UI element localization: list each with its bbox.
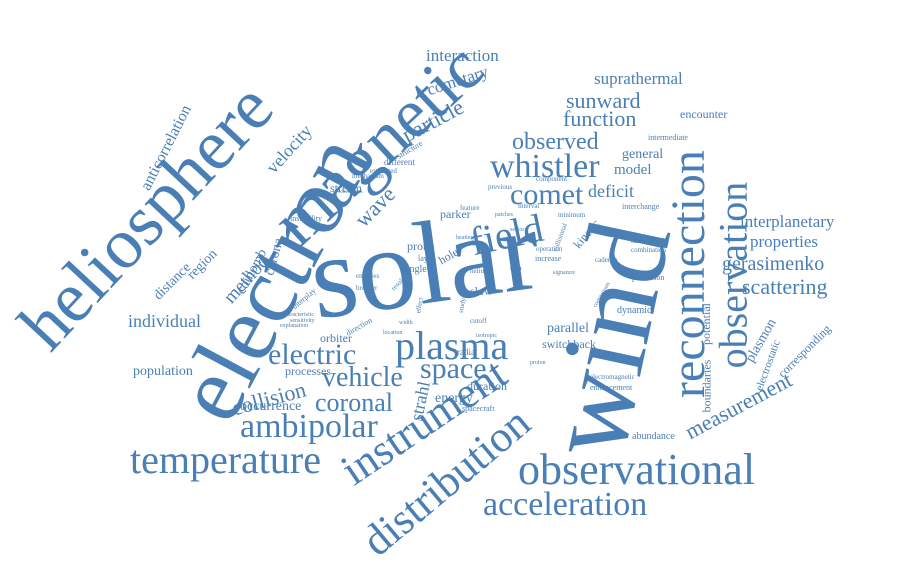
word-combination: combination: [631, 246, 666, 254]
word-comet: comet: [510, 178, 584, 211]
word-occurrence: occurrence: [240, 399, 302, 414]
word-scattering: scattering: [742, 274, 828, 299]
word-vehicle: vehicle: [322, 362, 403, 393]
word-cutoff: cutoff: [470, 317, 487, 325]
word-minimum: minimum: [558, 211, 586, 219]
word-operation: operation: [536, 245, 563, 253]
word-instability: instability: [290, 214, 322, 223]
word-interval: interval: [518, 202, 540, 210]
word-corresponding: corresponding: [775, 321, 834, 381]
word-parker: parker: [440, 207, 471, 221]
word-coronal: coronal: [315, 388, 393, 417]
word-encounter: encounter: [680, 107, 728, 121]
word-angle: angle: [405, 264, 427, 275]
word-different: different: [384, 157, 415, 167]
word-potential: potential: [699, 303, 713, 345]
word-dynamic: dynamic: [617, 305, 652, 316]
word-switchback: switchback: [542, 337, 596, 351]
word-width: width: [399, 320, 413, 326]
word-sector: sector: [510, 227, 525, 233]
word-slow: slow: [470, 284, 493, 298]
word-characteristic: characteristic: [282, 312, 314, 318]
word-estimated: estimated: [370, 167, 397, 175]
word-whistler: whistler: [490, 148, 600, 185]
word-space: space: [420, 352, 487, 385]
word-sunward: sunward: [566, 88, 641, 113]
word-narrowband: narrowband: [631, 237, 665, 245]
word-prediction: prediction: [632, 273, 665, 282]
word-boundaries: boundaries: [699, 359, 714, 413]
word-sensitivity: sensitivity: [290, 318, 315, 324]
word-observed: observed: [512, 129, 599, 155]
word-layer: layer: [418, 254, 434, 263]
word-probe: probe: [407, 239, 435, 253]
word-function: function: [563, 106, 637, 131]
word-orbiter: orbiter: [320, 331, 352, 345]
word-gerasimenko: gerasimenko: [722, 253, 825, 275]
word-processes: processes: [285, 364, 331, 378]
word-enhancement: enhancement: [590, 383, 633, 392]
word-interchange: interchange: [622, 202, 660, 211]
word-parallel: parallel: [547, 321, 589, 336]
word-feature: feature: [460, 204, 480, 212]
word-plasma: plasma: [395, 323, 509, 368]
word-individual: individual: [128, 311, 201, 331]
word-intermediate: intermediate: [648, 133, 688, 142]
word-temperature: temperature: [130, 437, 321, 482]
word-cadence: cadence: [595, 256, 618, 264]
word-suprathermal: suprathermal: [594, 69, 683, 88]
word-signature: signature: [553, 270, 575, 276]
word-acceleration: acceleration: [483, 486, 648, 523]
word-spacecraft: spacecraft: [462, 404, 495, 413]
word-explanation: explanation: [280, 323, 308, 329]
word-deficit: deficit: [588, 181, 634, 201]
word-interaction: interaction: [426, 46, 499, 65]
word-model: model: [614, 162, 652, 178]
word-electromagnetic: electromagnetic: [590, 373, 635, 381]
word-observational: observational: [518, 445, 756, 494]
word-abundance: abundance: [632, 431, 675, 442]
word-location: location: [383, 330, 403, 336]
word-population: population: [133, 364, 193, 379]
word-broader: broader: [356, 284, 378, 292]
word-previous: previous: [488, 183, 513, 191]
word-interplanetary: interplanetary: [740, 212, 835, 231]
word-stream: stream: [330, 181, 362, 195]
word-radial: radial: [457, 347, 478, 357]
word-properties: properties: [750, 232, 818, 251]
word-collisionless: collisionless: [338, 190, 363, 195]
word-helium: helium: [470, 267, 490, 275]
word-electric: electric: [268, 338, 357, 371]
word-energy: energy: [435, 391, 473, 406]
word-isotropic: isotropic: [476, 333, 497, 339]
word-heating: heating: [456, 235, 474, 241]
word-mechanism: mechanism: [352, 172, 384, 180]
word-data: data: [510, 264, 522, 272]
word-component: component: [536, 175, 568, 183]
word-patches: patches: [495, 212, 513, 218]
word-ambipolar: ambipolar: [240, 408, 378, 445]
word-increase: increase: [535, 254, 562, 263]
word-duration: duration: [467, 379, 507, 393]
word-general: general: [622, 147, 664, 162]
word-proton: proton: [530, 360, 546, 366]
word-energies: energies: [356, 272, 380, 280]
